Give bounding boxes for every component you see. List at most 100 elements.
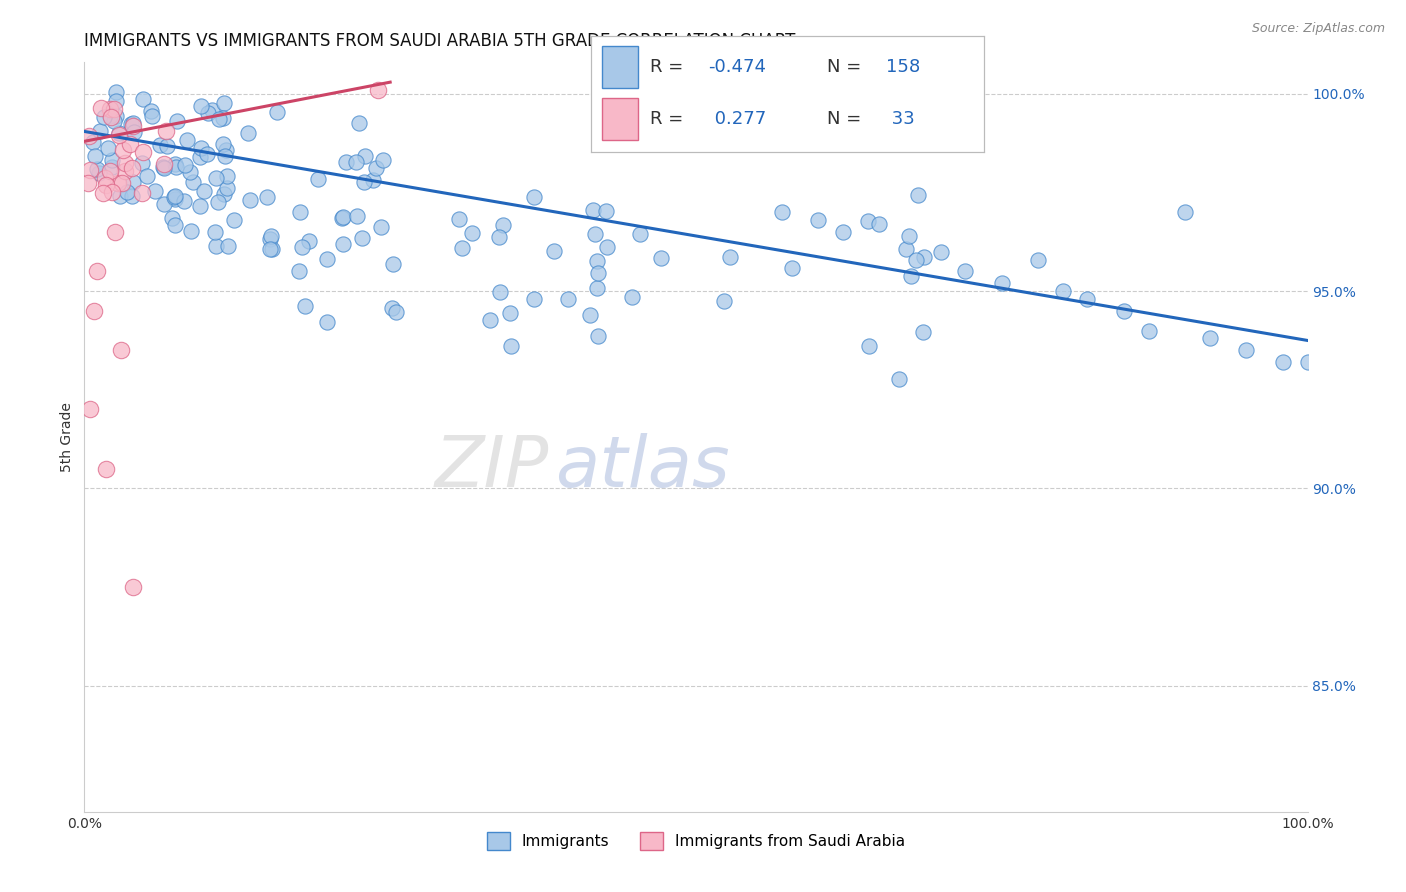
Point <box>1174 205 1197 219</box>
Point <box>205 239 228 253</box>
Point <box>179 165 201 179</box>
Point <box>543 244 565 258</box>
Point <box>212 136 235 151</box>
Legend: Immigrants, Immigrants from Saudi Arabia: Immigrants, Immigrants from Saudi Arabia <box>481 826 911 856</box>
Point <box>163 156 186 170</box>
Point <box>224 212 246 227</box>
Point <box>1137 324 1160 338</box>
Point <box>1076 292 1098 306</box>
Point <box>110 189 132 203</box>
Point <box>215 144 238 158</box>
Point <box>353 175 375 189</box>
Point <box>628 227 651 241</box>
Text: 33: 33 <box>886 111 914 128</box>
Point <box>183 175 205 189</box>
Point <box>898 229 921 244</box>
Point <box>344 154 367 169</box>
Point <box>499 306 522 320</box>
Point <box>718 250 741 264</box>
Point <box>385 305 408 319</box>
Point <box>621 290 644 304</box>
Point <box>201 103 224 117</box>
Point <box>208 112 231 126</box>
Point <box>165 160 187 174</box>
Point <box>143 184 166 198</box>
Point <box>91 186 114 200</box>
Point <box>107 176 129 190</box>
Point <box>650 252 672 266</box>
Point <box>595 204 617 219</box>
Point <box>929 244 952 259</box>
Point <box>121 161 143 176</box>
Point <box>911 325 934 339</box>
Point <box>163 219 186 233</box>
Point <box>87 166 110 180</box>
Point <box>807 213 830 227</box>
Point <box>100 164 122 178</box>
Point <box>100 185 122 199</box>
Point <box>353 149 375 163</box>
Point <box>131 145 153 159</box>
Point <box>215 169 238 183</box>
Text: R =: R = <box>650 58 689 76</box>
Point <box>163 188 186 202</box>
Point <box>900 269 922 284</box>
Point <box>215 181 238 195</box>
Point <box>100 110 122 124</box>
Point <box>120 117 142 131</box>
Point <box>332 211 354 225</box>
Point <box>212 95 235 110</box>
Point <box>163 190 186 204</box>
Point <box>83 304 105 318</box>
Point <box>107 126 129 140</box>
Point <box>124 125 146 139</box>
Point <box>122 116 145 130</box>
Point <box>97 141 120 155</box>
Point <box>110 343 132 358</box>
Point <box>190 141 212 155</box>
Point <box>1114 304 1136 318</box>
Point <box>114 155 136 169</box>
Point <box>347 116 370 130</box>
Point <box>212 187 235 202</box>
Point <box>120 136 142 151</box>
Point <box>239 193 262 207</box>
Point <box>713 293 735 308</box>
Point <box>153 196 176 211</box>
Point <box>89 124 111 138</box>
Point <box>259 232 281 246</box>
Point <box>501 339 523 353</box>
Point <box>256 190 278 204</box>
Point <box>373 153 395 168</box>
Point <box>523 292 546 306</box>
Point <box>122 175 145 189</box>
Point <box>103 102 125 116</box>
Point <box>831 225 853 239</box>
Point <box>156 139 179 153</box>
Point <box>190 98 212 112</box>
Point <box>291 239 314 253</box>
Point <box>94 178 117 192</box>
Point <box>207 194 229 209</box>
Point <box>131 186 153 201</box>
Point <box>93 111 115 125</box>
Point <box>1236 343 1258 358</box>
Point <box>162 211 184 225</box>
Point <box>141 104 163 119</box>
Point <box>335 155 357 169</box>
Point <box>79 162 101 177</box>
Point <box>111 176 134 190</box>
Point <box>894 242 917 256</box>
Point <box>217 239 239 253</box>
Point <box>86 161 108 176</box>
Point <box>332 237 354 252</box>
Point <box>361 173 384 187</box>
Point <box>90 101 112 115</box>
Point <box>912 250 935 264</box>
Point <box>121 120 143 134</box>
Point <box>94 170 117 185</box>
Point <box>84 148 107 162</box>
Point <box>197 105 219 120</box>
Point <box>479 312 502 326</box>
Point <box>1296 355 1319 369</box>
